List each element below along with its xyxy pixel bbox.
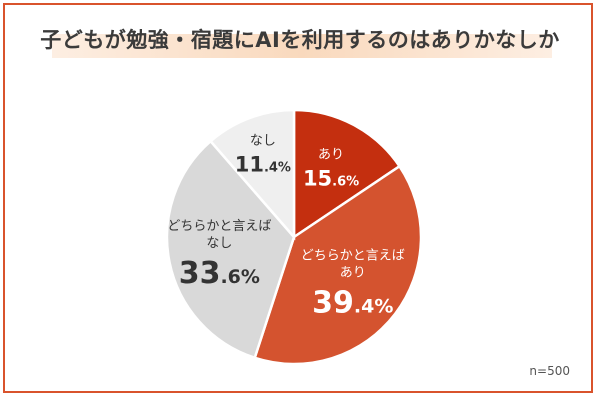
chart-title: 子どもが勉強・宿題にAIを利用するのはありかなしか: [40, 28, 560, 52]
slice-value-label: 11.4%: [235, 153, 291, 177]
pie-slice-3: [208, 108, 296, 241]
pie-slice-2: [165, 139, 296, 360]
title-highlight: [52, 34, 552, 58]
slice-category-label: どちらかと言えば: [301, 248, 405, 263]
slice-label-0: あり 15.6%: [303, 148, 359, 191]
pie-slice-1: [253, 164, 423, 366]
slice-category-label: あり: [340, 265, 366, 280]
sample-size-note: n=500: [529, 364, 570, 378]
slice-category-label: なし: [206, 236, 232, 251]
pie-slice-0: [292, 108, 402, 240]
slice-category-label: あり: [318, 148, 344, 163]
slice-value-label: 15.6%: [303, 167, 359, 191]
slice-label-3: なし 11.4%: [235, 134, 291, 177]
slice-category-label: どちらかと言えば: [167, 219, 271, 234]
slice-value-label: 39.4%: [312, 285, 393, 320]
slice-value-label: 33.6%: [179, 256, 260, 291]
slice-category-label: なし: [250, 134, 276, 149]
